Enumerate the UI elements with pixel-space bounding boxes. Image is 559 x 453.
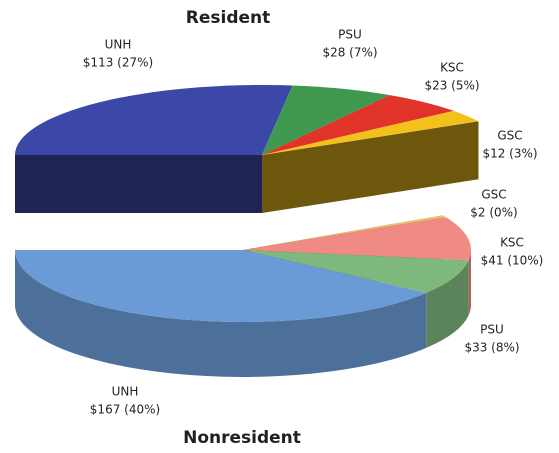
pie-slice — [262, 95, 454, 155]
slice-value-label: $41 (10%) — [481, 254, 544, 268]
slice-label: GSC — [497, 129, 522, 143]
pie-wall — [468, 250, 471, 316]
chart-title: Nonresident — [183, 428, 301, 448]
slice-label: GSC — [481, 188, 506, 202]
pie-slice — [15, 84, 293, 155]
slice-value-label: $33 (8%) — [464, 341, 519, 355]
slice-label: UNH — [105, 38, 132, 52]
pie-wall — [15, 250, 427, 377]
slice-value-label: $23 (5%) — [424, 79, 479, 93]
slice-label: UNH — [112, 385, 139, 399]
slice-value-label: $113 (27%) — [83, 56, 153, 70]
slice-label: KSC — [500, 236, 524, 250]
slice-label: PSU — [338, 28, 362, 42]
pie-slice — [262, 110, 479, 155]
cut-face — [262, 121, 479, 213]
pie-slice — [243, 250, 469, 293]
chart-title: Resident — [186, 8, 271, 28]
pie-slice — [15, 250, 427, 322]
cut-face — [15, 155, 262, 213]
slice-value-label: $2 (0%) — [470, 206, 517, 220]
slice-label: PSU — [480, 323, 504, 337]
slice-value-label: $28 (7%) — [322, 46, 377, 60]
slice-value-label: $12 (3%) — [482, 147, 537, 161]
slice-value-label: $167 (40%) — [90, 403, 160, 417]
pie-slice — [243, 215, 447, 250]
pie-slice — [243, 217, 472, 261]
slice-label: KSC — [440, 61, 464, 75]
pie-wall — [426, 260, 469, 348]
pie-slice — [262, 85, 390, 155]
